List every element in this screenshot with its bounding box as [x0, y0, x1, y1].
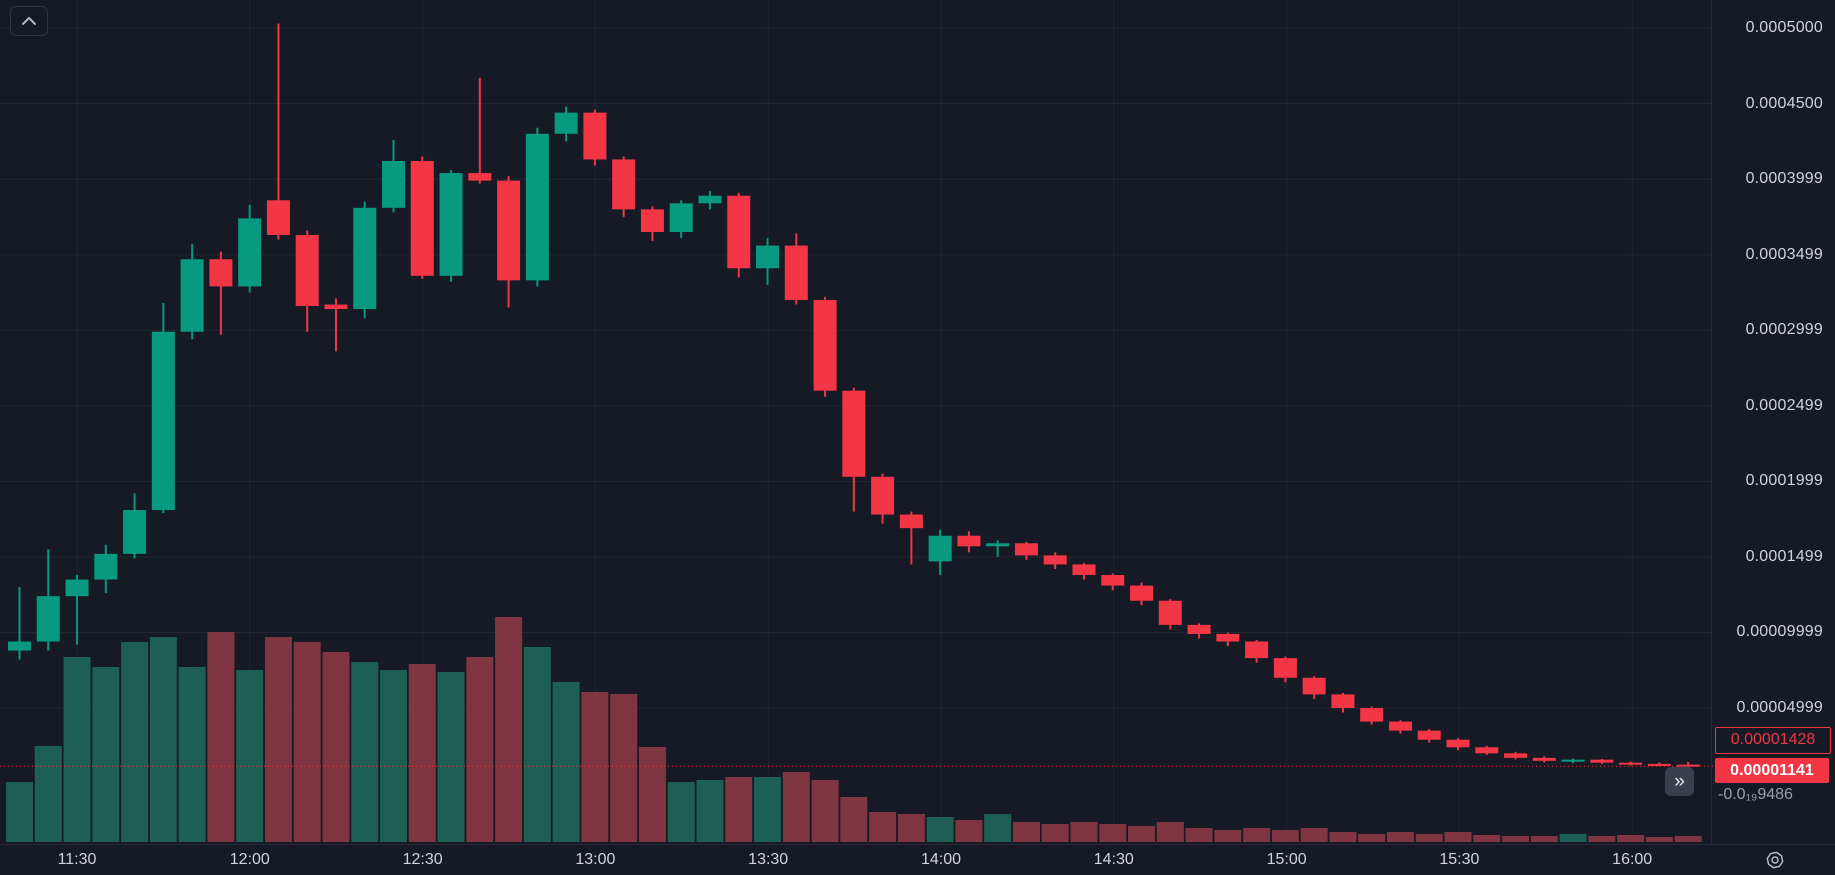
time-tick-label: 13:30: [748, 851, 789, 868]
last-price-value: 0.00001141: [1730, 761, 1814, 779]
price-tick-label: 0.0002999: [1745, 321, 1823, 339]
time-tick-label: 14:30: [1093, 851, 1134, 868]
price-tick-label: 0.0003999: [1745, 170, 1823, 188]
grid-lines: [0, 0, 1712, 845]
price-tick-label: 0.0004500: [1745, 94, 1823, 112]
expand-pane-button[interactable]: »: [1665, 767, 1694, 796]
time-tick-label: 16:00: [1612, 851, 1653, 868]
price-tick-label: 0.0003499: [1745, 245, 1823, 263]
collapse-pane-button[interactable]: [10, 6, 48, 36]
price-tick-label: 0.0002499: [1745, 396, 1823, 414]
price-change-label: -0.0₁₉9486: [1718, 786, 1793, 804]
price-tick-label: 0.00004999: [1736, 699, 1823, 716]
volume-bars: [6, 617, 1702, 842]
last-price-label: 0.00001141: [1715, 758, 1829, 784]
double-chevron-right-icon: »: [1674, 771, 1685, 792]
price-axis[interactable]: 0.0005000 0.0004500 0.0003999 0.0003499 0.00…: [1711, 0, 1835, 845]
time-tick-label: 12:00: [229, 851, 270, 868]
time-tick-label: 12:30: [402, 851, 443, 868]
secondary-price-label: 0.00001428: [1715, 726, 1831, 754]
time-tick-label: 15:30: [1439, 851, 1480, 868]
gear-icon: [1765, 850, 1785, 870]
price-tick-label: 0.00009999: [1736, 623, 1823, 641]
chevron-up-icon: [21, 16, 37, 26]
price-tick-label: 0.0001499: [1745, 548, 1823, 566]
price-tick-label: 0.0005000: [1745, 19, 1823, 36]
candlesticks: [8, 23, 1700, 767]
time-axis-settings-button[interactable]: [1763, 848, 1787, 872]
secondary-price-value: 0.00001428: [1730, 731, 1816, 749]
time-tick-label: 14:00: [920, 851, 962, 868]
time-axis[interactable]: 11:30 12:00 12:30 13:00 13:30 14:00 14:30 15:00…: [0, 844, 1835, 875]
price-tick-label: 0.0001999: [1745, 472, 1823, 490]
time-tick-label: 15:00: [1266, 851, 1307, 868]
time-tick-label: 13:00: [575, 851, 616, 868]
time-tick-label: 11:30: [57, 851, 97, 868]
